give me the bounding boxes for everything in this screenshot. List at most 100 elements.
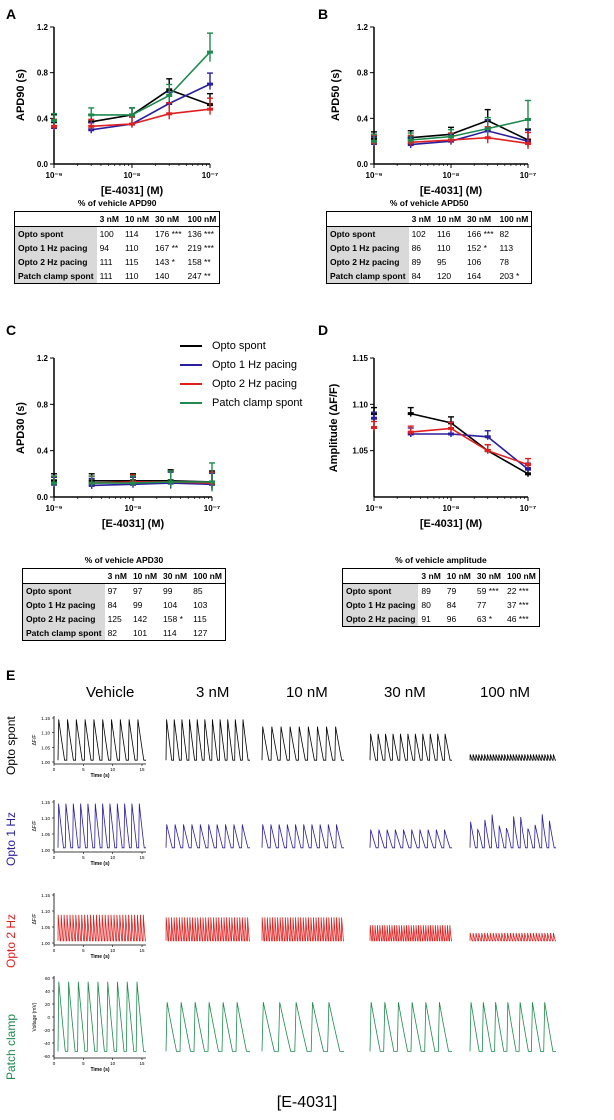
chart-c-xlabel: [E-4031] (M) [102, 518, 165, 530]
table-cell: 99 [132, 599, 143, 610]
bottom-axis-label: [E-4031] [276, 1094, 338, 1111]
chart-c-xtick-label: 10⁻⁷ [204, 504, 220, 513]
table-row: Opto 2 Hz pacing 91 96 63 * 46 *** [342, 612, 540, 627]
chart-d-xtick-label: 10⁻⁷ [520, 504, 536, 513]
table-header-blank [325, 211, 409, 227]
table-header-cell: 30 nM [464, 211, 497, 227]
table-row: Opto spont 97 97 99 85 [21, 583, 226, 598]
table-header-blank [13, 211, 97, 227]
trace-row-3-col-4 [469, 1002, 556, 1052]
chart-a-series-3-point [88, 113, 95, 117]
table-title: % of vehicle APD30 [84, 554, 164, 565]
chart-a-ytick-label: 1.2 [37, 23, 49, 32]
chart-a-series-3-point [51, 119, 57, 123]
table-row: Opto 1 Hz pacing 86 110 152 * 113 [325, 241, 533, 255]
table-cell: 127 [190, 626, 226, 641]
table-header-cell: 100 nM [496, 211, 533, 227]
trace-row-2-xtick-label: 15 [139, 948, 145, 953]
legend-item-patch: Patch clamp spont [180, 393, 303, 412]
chart-a-series-2-line [91, 108, 211, 128]
chart-c-series-3-point [51, 481, 57, 485]
table-row-name: Opto spont [325, 226, 409, 241]
trace-row-2-xtick-label: 5 [82, 948, 85, 953]
chart-c-xtick-label: 10⁻⁹ [46, 504, 63, 513]
conc-label-30nm: 30 nM [384, 684, 426, 701]
chart-c-series-3-point [88, 481, 95, 485]
chart-a-series-3-line [91, 51, 211, 116]
table-header-cell: 100 nM [190, 568, 226, 584]
table-cell: 46 *** [503, 612, 540, 627]
table-row: Patch clamp spont 82 101 114 127 [21, 626, 226, 641]
trace-row-2-xlabel: Time (s) [90, 954, 109, 960]
chart-a-series-3-point [166, 94, 173, 97]
table-cell: 125 [107, 613, 122, 624]
table-cell: 143 * [155, 256, 175, 267]
chart-b-ytick-label: 0.8 [357, 69, 369, 78]
chart-d-ytick-label: 1.05 [352, 447, 368, 456]
trace-row-0-col-0 [57, 719, 146, 761]
table-row-name: Opto 1 Hz pacing [342, 598, 419, 612]
trace-row-1-col-3 [369, 829, 452, 849]
table-cell: 203 * [496, 269, 533, 284]
chart-a-xlabel: [E-4031] (M) [101, 185, 164, 197]
table-row-name: Opto 2 Hz pacing [325, 255, 409, 269]
table-row-name: Opto spont [342, 583, 419, 598]
table-cell: 115 [124, 256, 139, 267]
trace-row-2-col-3 [369, 925, 452, 942]
chart-d-series-2-line [410, 427, 529, 466]
table-row-name: Opto 1 Hz pacing [13, 241, 97, 255]
table-cell: 115 [190, 612, 226, 626]
chart-c-series-3-line [91, 481, 212, 484]
chart-d-series-2-point [371, 426, 377, 429]
chart-a-ytick-label: 0.0 [37, 160, 49, 169]
panel-letter-e: E [6, 667, 16, 683]
trace-row-1-col-4 [469, 814, 556, 849]
chart-a-xtick-label: 10⁻⁸ [124, 171, 141, 180]
chart-b-xtick-label: 10⁻⁷ [520, 171, 536, 180]
chart-d-series-2-point [448, 426, 454, 430]
trace-row-2-col-2 [261, 917, 344, 942]
trace-row-0-xtick-label: 0 [53, 767, 56, 772]
trace-row-0-xtick-label: 5 [82, 767, 85, 772]
table-cell: 104 [163, 599, 178, 610]
trace-row-0-xtick-label: 10 [110, 767, 116, 772]
conc-label-3nm: 3 nM [196, 684, 230, 701]
trace-row-2-xtick-label: 0 [53, 948, 56, 953]
conc-label-vehicle: Vehicle [86, 684, 135, 701]
table-cell: 114 [160, 626, 191, 641]
table-header-cell: 100 nM [184, 211, 221, 227]
legend: Opto spont Opto 1 Hz pacing Opto 2 Hz pa… [180, 336, 303, 412]
table-cell: 95 [436, 256, 447, 267]
conc-label-100nm: 100 nM [480, 684, 531, 701]
table-cell: 152 * [467, 242, 487, 253]
table-cell: 136 *** [184, 226, 221, 241]
table-header-cell: 10 nM [443, 568, 474, 584]
chart-c-ytick-label: 1.2 [37, 354, 49, 363]
table-cell: 91 [418, 612, 444, 627]
trace-row-1-xtick-label: 10 [110, 855, 116, 860]
chart-a-ylabel: APD90 (s) [15, 69, 27, 121]
chart-d-series-1-line [410, 433, 529, 470]
table-cell: 120 [433, 269, 465, 284]
chart-d-series-1-point [448, 432, 454, 436]
row-label-opto-2hz: Opto 2 Hz [4, 913, 18, 968]
table-cell: 96 [443, 612, 474, 627]
trace-row-0-col-3 [369, 733, 452, 761]
table-cell: 84 [408, 269, 434, 284]
table-cell: 89 [421, 585, 431, 596]
table-cell: 94 [99, 242, 110, 253]
trace-row-1-ytick-label: 1.10 [41, 816, 50, 821]
chart-a-series-3-point [207, 50, 213, 54]
chart-d-xtick-label: 10⁻⁸ [443, 504, 460, 513]
table-header-cell: 10 nM [121, 211, 153, 227]
trace-row-3-ytick-label: 20 [45, 1002, 51, 1007]
table-header-cell: 10 nM [129, 568, 161, 584]
table-cell: 84 [107, 599, 118, 610]
trace-row-3-xtick-label: 15 [139, 1061, 145, 1066]
trace-row-0-col-2 [261, 726, 344, 761]
table-row-name: Opto 2 Hz pacing [342, 612, 419, 627]
trace-row-0-ytick-label: 1.10 [41, 731, 50, 736]
table-title: % of vehicle APD50 [389, 197, 469, 208]
table-title: % of vehicle APD90 [77, 197, 157, 208]
chart-b-xtick-label: 10⁻⁸ [443, 171, 460, 180]
